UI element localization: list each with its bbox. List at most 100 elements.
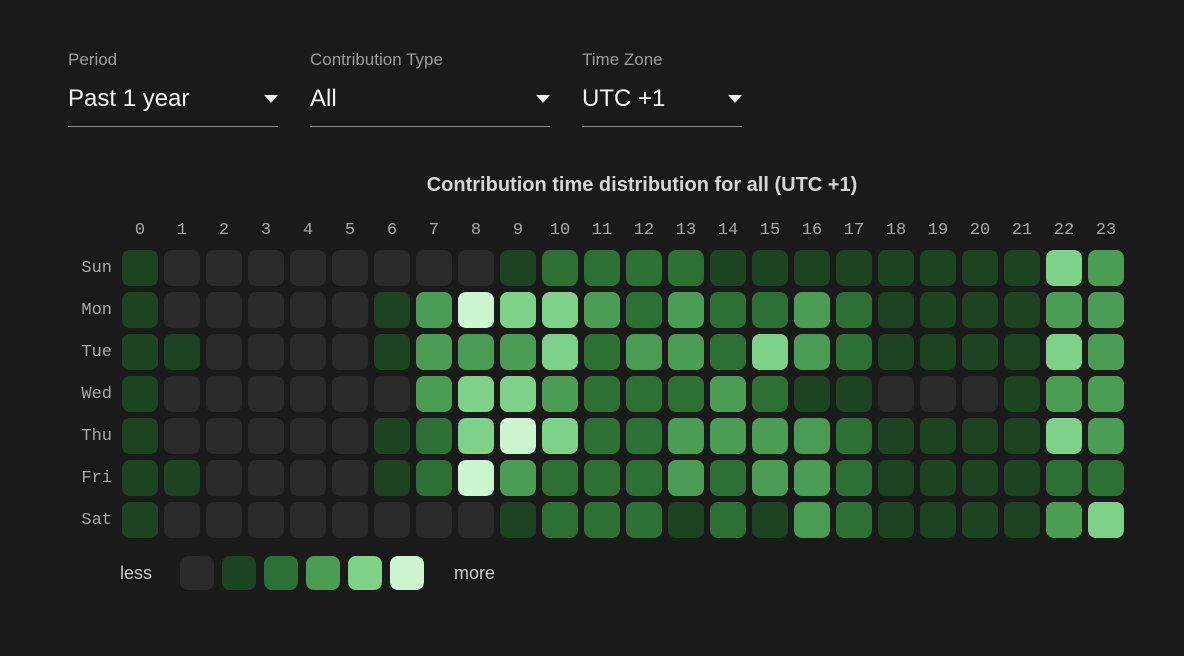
heatmap-cell[interactable] (332, 334, 368, 370)
heatmap-cell[interactable] (626, 334, 662, 370)
heatmap-cell[interactable] (1088, 460, 1124, 496)
heatmap-cell[interactable] (290, 502, 326, 538)
heatmap-cell[interactable] (542, 292, 578, 328)
heatmap-cell[interactable] (1046, 292, 1082, 328)
heatmap-cell[interactable] (122, 502, 158, 538)
heatmap-cell[interactable] (458, 334, 494, 370)
heatmap-cell[interactable] (164, 502, 200, 538)
heatmap-cell[interactable] (374, 376, 410, 412)
heatmap-cell[interactable] (710, 292, 746, 328)
heatmap-cell[interactable] (416, 460, 452, 496)
heatmap-cell[interactable] (332, 292, 368, 328)
heatmap-cell[interactable] (500, 460, 536, 496)
heatmap-cell[interactable] (920, 418, 956, 454)
heatmap-cell[interactable] (1088, 418, 1124, 454)
heatmap-cell[interactable] (332, 250, 368, 286)
heatmap-cell[interactable] (416, 292, 452, 328)
heatmap-cell[interactable] (752, 502, 788, 538)
heatmap-cell[interactable] (458, 460, 494, 496)
heatmap-cell[interactable] (584, 460, 620, 496)
heatmap-cell[interactable] (626, 292, 662, 328)
heatmap-cell[interactable] (794, 334, 830, 370)
heatmap-cell[interactable] (248, 334, 284, 370)
heatmap-cell[interactable] (1004, 502, 1040, 538)
heatmap-cell[interactable] (584, 250, 620, 286)
heatmap-cell[interactable] (710, 334, 746, 370)
heatmap-cell[interactable] (290, 250, 326, 286)
period-dropdown[interactable]: Past 1 year (68, 85, 278, 127)
heatmap-cell[interactable] (836, 334, 872, 370)
heatmap-cell[interactable] (1046, 334, 1082, 370)
heatmap-cell[interactable] (710, 460, 746, 496)
heatmap-cell[interactable] (794, 502, 830, 538)
heatmap-cell[interactable] (962, 418, 998, 454)
heatmap-cell[interactable] (752, 334, 788, 370)
heatmap-cell[interactable] (164, 418, 200, 454)
heatmap-cell[interactable] (920, 250, 956, 286)
heatmap-cell[interactable] (1004, 292, 1040, 328)
time-zone-dropdown[interactable]: UTC +1 (582, 85, 742, 127)
heatmap-cell[interactable] (584, 502, 620, 538)
heatmap-cell[interactable] (668, 460, 704, 496)
heatmap-cell[interactable] (878, 418, 914, 454)
heatmap-cell[interactable] (752, 292, 788, 328)
heatmap-cell[interactable] (290, 334, 326, 370)
heatmap-cell[interactable] (920, 292, 956, 328)
heatmap-cell[interactable] (836, 376, 872, 412)
heatmap-cell[interactable] (920, 460, 956, 496)
heatmap-cell[interactable] (710, 376, 746, 412)
heatmap-cell[interactable] (836, 460, 872, 496)
heatmap-cell[interactable] (500, 292, 536, 328)
heatmap-cell[interactable] (542, 250, 578, 286)
heatmap-cell[interactable] (122, 418, 158, 454)
heatmap-cell[interactable] (500, 418, 536, 454)
heatmap-cell[interactable] (878, 250, 914, 286)
heatmap-cell[interactable] (1088, 250, 1124, 286)
heatmap-cell[interactable] (962, 292, 998, 328)
heatmap-cell[interactable] (1004, 418, 1040, 454)
heatmap-cell[interactable] (794, 460, 830, 496)
heatmap-cell[interactable] (542, 502, 578, 538)
heatmap-cell[interactable] (836, 418, 872, 454)
heatmap-cell[interactable] (584, 418, 620, 454)
heatmap-cell[interactable] (668, 250, 704, 286)
heatmap-cell[interactable] (206, 460, 242, 496)
heatmap-cell[interactable] (164, 460, 200, 496)
heatmap-cell[interactable] (626, 250, 662, 286)
heatmap-cell[interactable] (542, 334, 578, 370)
heatmap-cell[interactable] (374, 334, 410, 370)
heatmap-cell[interactable] (920, 502, 956, 538)
heatmap-cell[interactable] (626, 502, 662, 538)
heatmap-cell[interactable] (836, 292, 872, 328)
heatmap-cell[interactable] (500, 334, 536, 370)
heatmap-cell[interactable] (290, 460, 326, 496)
heatmap-cell[interactable] (1046, 418, 1082, 454)
heatmap-cell[interactable] (878, 376, 914, 412)
heatmap-cell[interactable] (332, 418, 368, 454)
contribution-type-dropdown[interactable]: All (310, 85, 550, 127)
heatmap-cell[interactable] (164, 376, 200, 412)
heatmap-cell[interactable] (1088, 502, 1124, 538)
heatmap-cell[interactable] (668, 334, 704, 370)
heatmap-cell[interactable] (1088, 292, 1124, 328)
heatmap-cell[interactable] (374, 418, 410, 454)
heatmap-cell[interactable] (416, 250, 452, 286)
heatmap-cell[interactable] (122, 376, 158, 412)
heatmap-cell[interactable] (542, 376, 578, 412)
heatmap-cell[interactable] (500, 250, 536, 286)
heatmap-cell[interactable] (542, 418, 578, 454)
heatmap-cell[interactable] (668, 376, 704, 412)
heatmap-cell[interactable] (878, 334, 914, 370)
heatmap-cell[interactable] (290, 292, 326, 328)
heatmap-cell[interactable] (542, 460, 578, 496)
heatmap-cell[interactable] (836, 502, 872, 538)
heatmap-cell[interactable] (206, 292, 242, 328)
heatmap-cell[interactable] (962, 502, 998, 538)
heatmap-cell[interactable] (122, 460, 158, 496)
heatmap-cell[interactable] (1046, 502, 1082, 538)
heatmap-cell[interactable] (458, 502, 494, 538)
heatmap-cell[interactable] (374, 250, 410, 286)
heatmap-cell[interactable] (794, 292, 830, 328)
heatmap-cell[interactable] (248, 292, 284, 328)
heatmap-cell[interactable] (1088, 376, 1124, 412)
